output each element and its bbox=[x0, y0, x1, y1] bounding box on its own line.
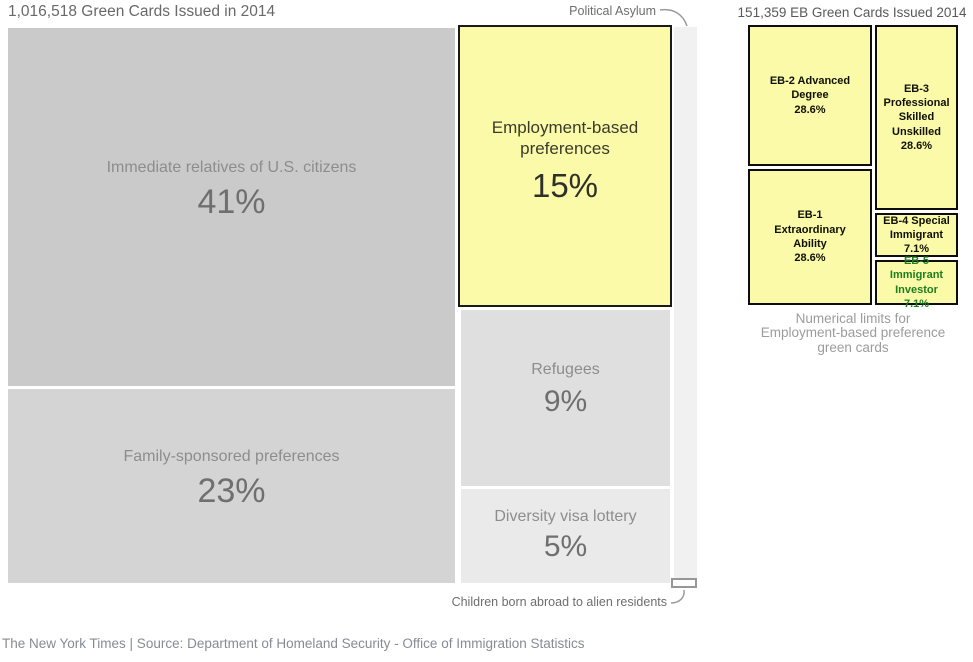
treemap-cell-family-sponsored: Family-sponsored preferences 23% bbox=[8, 389, 455, 583]
eb4-line3: 7.1% bbox=[903, 243, 930, 256]
treemap-cell-refugees: Refugees 9% bbox=[461, 310, 670, 486]
eb4-line2: Immigrant bbox=[889, 228, 944, 241]
eb4-line1: EB-4 Special bbox=[883, 214, 950, 227]
eb-treemap-cell-eb2: EB-2 Advanced Degree 28.6% bbox=[748, 25, 872, 166]
cell-label: Employment-based preferences bbox=[492, 117, 638, 160]
treemap-cell-diversity-visa: Diversity visa lottery 5% bbox=[461, 489, 670, 583]
treemap-cell-political-asylum-strip bbox=[674, 27, 697, 583]
cell-label: Diversity visa lottery bbox=[494, 508, 637, 525]
eb-caption-line1: Numerical limits for bbox=[795, 311, 911, 326]
cell-value: 9% bbox=[543, 385, 588, 418]
cell-value: 41% bbox=[197, 182, 266, 221]
treemap-cell-employment-based: Employment-based preferences 15% bbox=[458, 25, 672, 307]
eb1-line3: Ability bbox=[793, 238, 827, 250]
treemap-cell-children-abroad-rect bbox=[671, 578, 697, 588]
cell-label-line2: preferences bbox=[520, 139, 610, 158]
children-abroad-connector-line bbox=[670, 589, 685, 604]
eb-treemap-cell-eb4: EB-4 Special Immigrant 7.1% bbox=[875, 213, 958, 257]
eb-caption-line3: green cards bbox=[817, 339, 889, 355]
treemap-cell-immediate-relatives: Immediate relatives of U.S. citizens 41% bbox=[8, 28, 455, 386]
eb-treemap-cell-eb5: EB-5 Immigrant Investor 7.1% bbox=[875, 255, 958, 310]
cell-label: Family-sponsored preferences bbox=[123, 447, 340, 465]
eb5-line2: Investor bbox=[895, 283, 938, 296]
eb-caption-line2: Employment-based preference bbox=[760, 325, 946, 341]
cell-value: 5% bbox=[543, 530, 588, 563]
eb-treemap-cell-eb1: EB-1 Extraordinary Ability 28.6% bbox=[748, 169, 872, 305]
cell-value: 15% bbox=[531, 167, 599, 205]
cell-label: Refugees bbox=[531, 361, 600, 378]
eb-treemap-cell-eb3: EB-3 Professional Skilled Unskilled 28.6… bbox=[875, 25, 958, 210]
eb5-line3: 7.1% bbox=[903, 297, 930, 310]
eb3-line2: Professional bbox=[883, 97, 950, 110]
eb2-line2: Degree bbox=[791, 89, 829, 102]
eb-chart-caption: Numerical limits for Employment-based pr… bbox=[733, 311, 973, 355]
political-asylum-connector-line bbox=[659, 8, 688, 27]
eb5-line1: EB-5 Immigrant bbox=[889, 254, 944, 282]
eb2-line1: EB-2 Advanced bbox=[769, 75, 851, 88]
eb-chart-title: 151,359 EB Green Cards Issued 2014 bbox=[737, 5, 967, 20]
source-attribution: The New York Times | Source: Department … bbox=[2, 636, 585, 651]
eb1-line4: 28.6% bbox=[794, 252, 826, 265]
cell-label-line1: Employment-based bbox=[491, 117, 639, 137]
eb2-line3: 28.6% bbox=[794, 103, 826, 116]
eb1-line1: EB-1 bbox=[797, 209, 823, 222]
political-asylum-label: Political Asylum bbox=[569, 4, 656, 18]
cell-value: 23% bbox=[197, 471, 266, 510]
eb1-line2: Extraordinary bbox=[774, 223, 846, 236]
eb3-line4: 28.6% bbox=[900, 139, 933, 152]
cell-label: Immediate relatives of U.S. citizens bbox=[106, 158, 357, 176]
eb3-line1: EB-3 bbox=[903, 82, 930, 95]
main-chart-title: 1,016,518 Green Cards Issued in 2014 bbox=[8, 3, 276, 20]
children-abroad-label: Children born abroad to alien residents bbox=[451, 595, 667, 609]
eb3-line3: Skilled Unskilled bbox=[892, 111, 941, 138]
